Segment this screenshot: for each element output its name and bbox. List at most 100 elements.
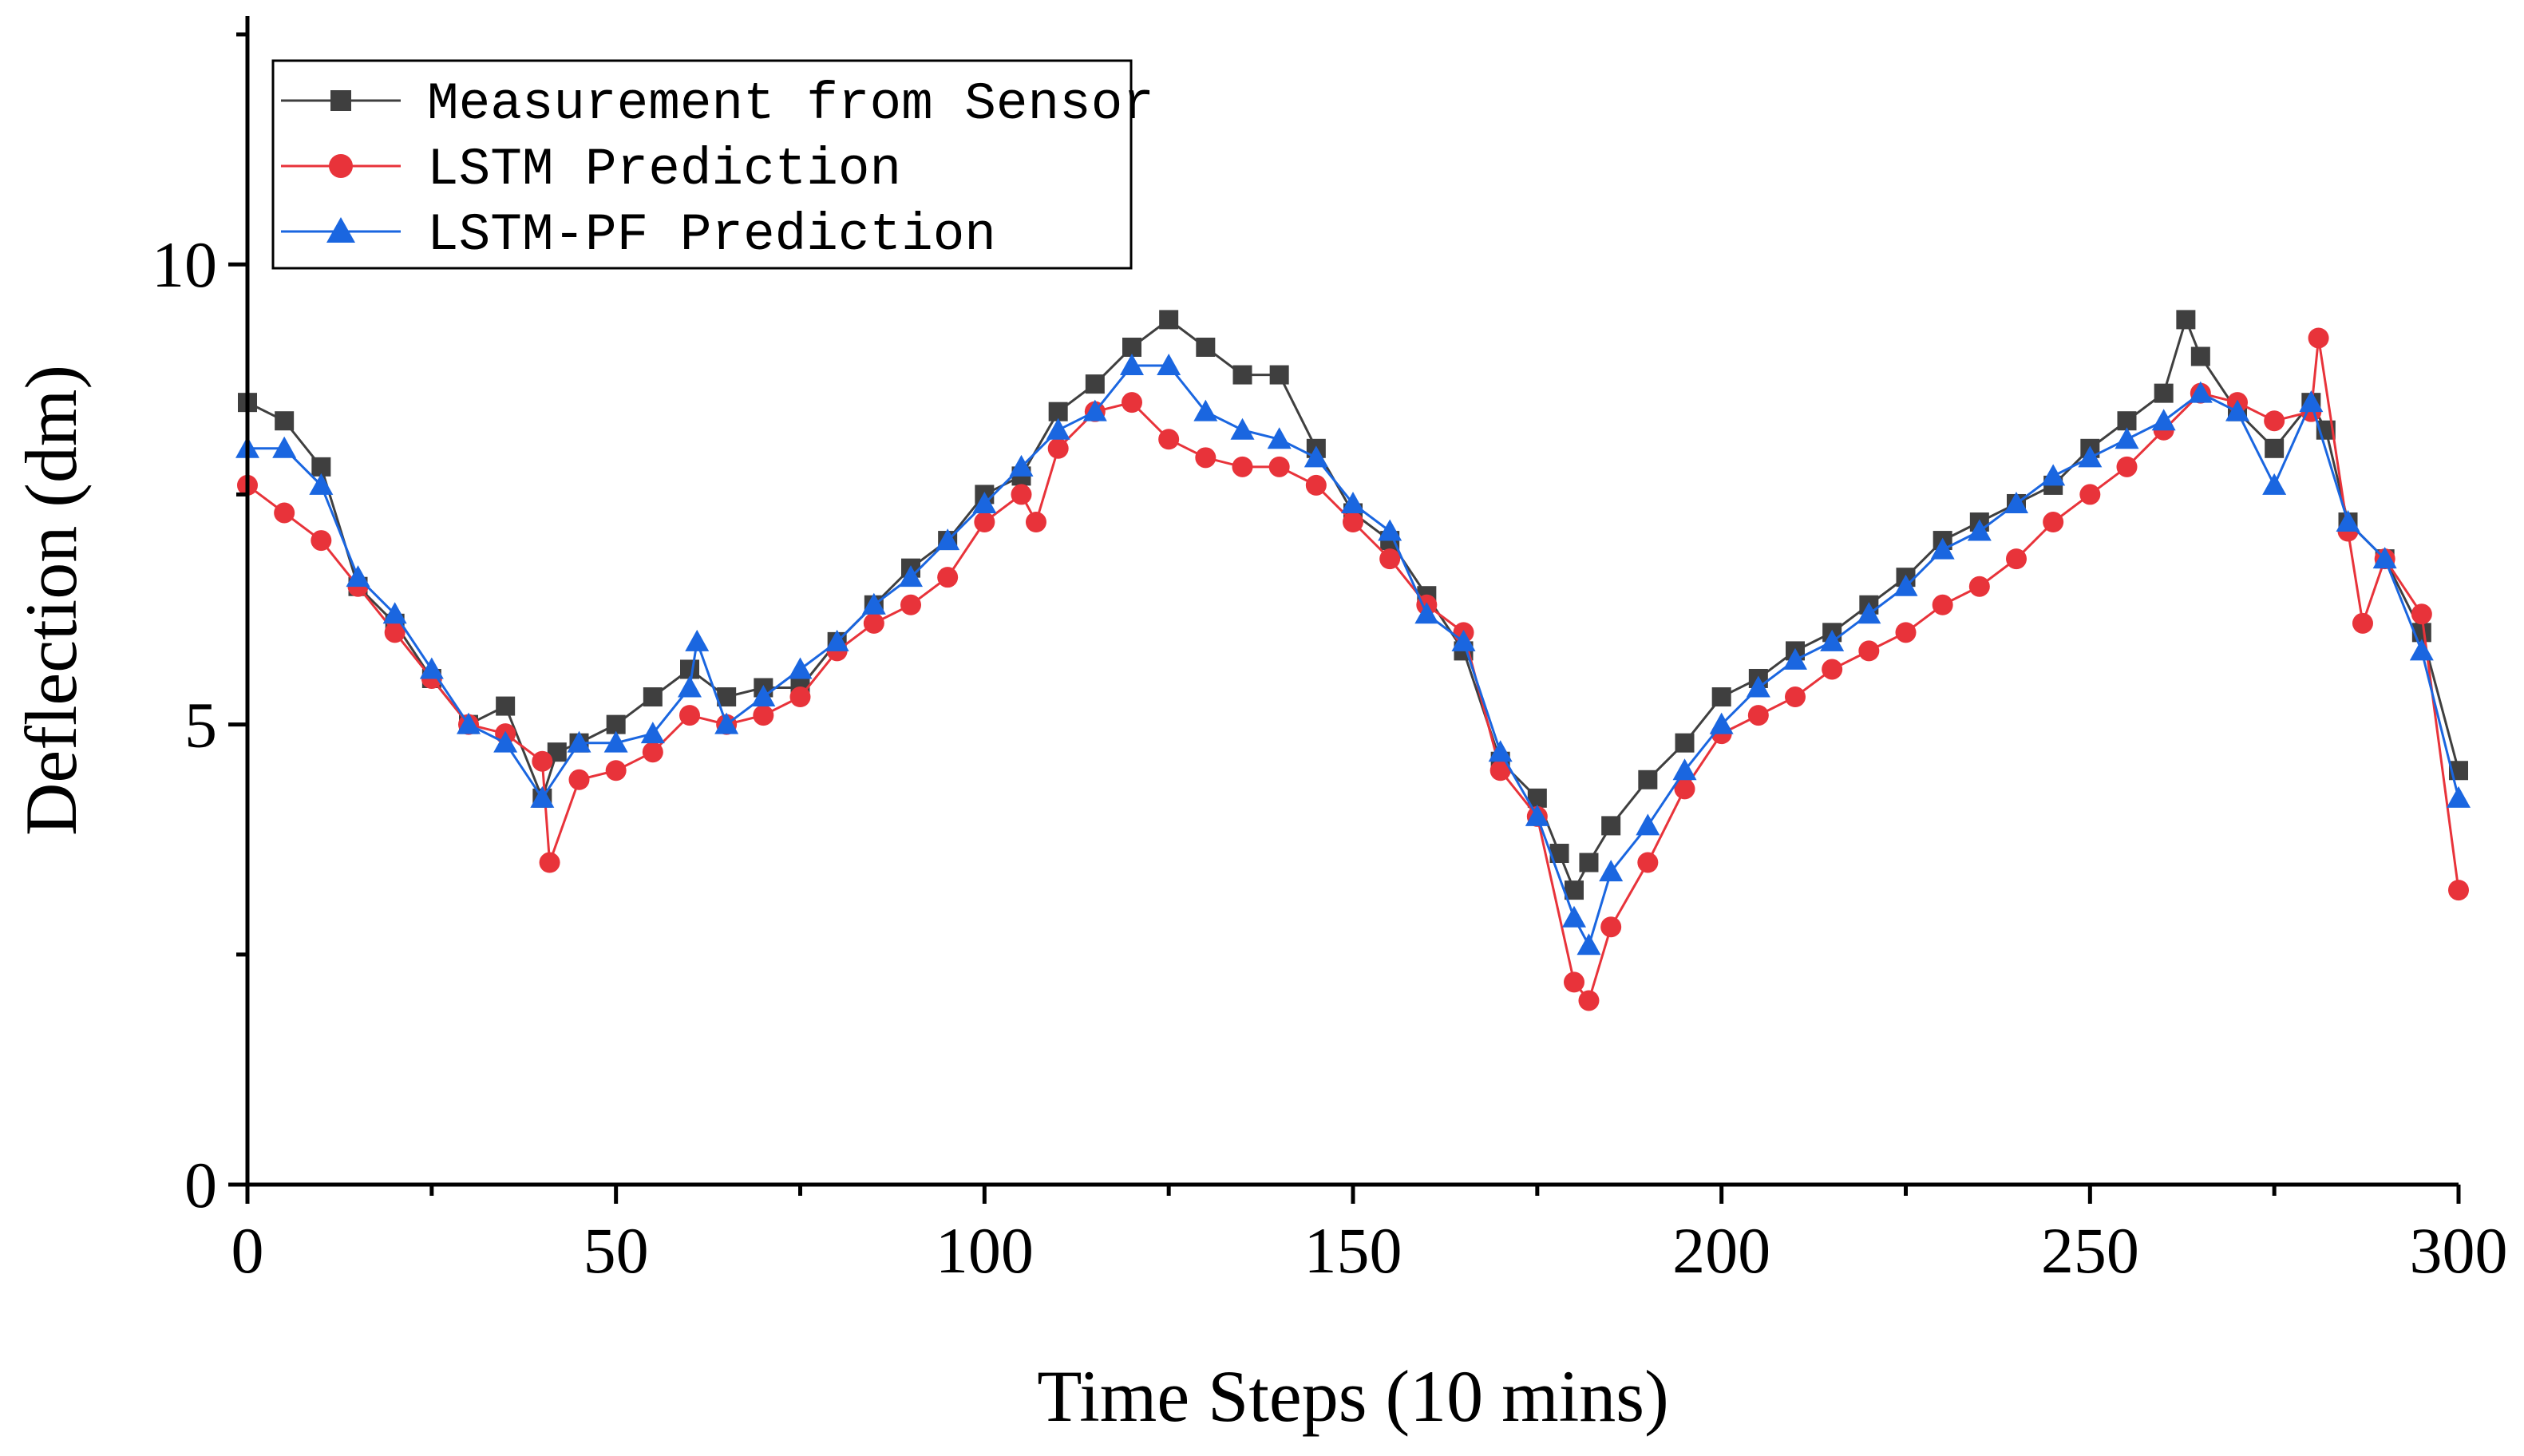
- data-point-lstm-pf: [861, 592, 886, 615]
- data-point-lstm-pf: [936, 528, 960, 551]
- data-point-lstm-pf: [1414, 602, 1439, 624]
- data-point-lstm: [1747, 705, 1769, 726]
- data-point-lstm-pf: [2188, 381, 2213, 403]
- data-point-measurement: [2117, 411, 2137, 431]
- data-point-lstm: [1195, 447, 1217, 469]
- data-point-measurement: [1601, 816, 1621, 836]
- data-point-lstm-pf: [825, 629, 849, 651]
- series-lstm-pf: [235, 354, 2471, 956]
- data-point-lstm-pf: [2299, 390, 2324, 413]
- data-point-lstm-pf: [382, 602, 407, 624]
- data-point-measurement: [275, 411, 295, 431]
- data-point-lstm-pf: [788, 657, 813, 679]
- data-point-lstm: [1011, 484, 1032, 505]
- legend-marker-measurement: [330, 90, 351, 111]
- data-point-lstm-pf: [567, 730, 591, 753]
- data-point-lstm-pf: [1378, 519, 1402, 541]
- data-point-measurement: [680, 659, 699, 679]
- data-point-lstm: [1268, 456, 1290, 477]
- data-point-lstm-pf: [1893, 574, 1918, 596]
- data-point-lstm-pf: [1930, 537, 1955, 560]
- data-point-measurement: [2190, 346, 2210, 366]
- x-ticks: 0 50 100 150 200 250 300: [231, 1185, 2508, 1287]
- data-point-lstm: [1379, 548, 1401, 570]
- data-point-measurement: [2265, 438, 2285, 458]
- x-tick-label: 0: [231, 1214, 264, 1287]
- data-point-measurement: [2154, 383, 2174, 403]
- x-tick-label: 300: [2410, 1214, 2508, 1287]
- legend-marker-lstm: [329, 154, 353, 178]
- data-point-lstm-pf: [678, 675, 702, 698]
- series-measurement: [238, 310, 2468, 900]
- data-point-lstm-pf: [2078, 445, 2103, 468]
- data-point-lstm: [2264, 410, 2285, 432]
- data-point-lstm-pf: [2041, 464, 2066, 486]
- data-point-lstm-pf: [751, 685, 776, 707]
- data-point-measurement: [606, 714, 626, 734]
- data-point-measurement: [1579, 853, 1599, 872]
- data-point-lstm-pf: [1820, 629, 1845, 651]
- data-point-lstm: [1343, 512, 1363, 533]
- plot-area: [235, 310, 2471, 1011]
- x-tick-label: 100: [936, 1214, 1034, 1287]
- data-point-measurement: [1159, 310, 1179, 330]
- data-point-lstm-pf: [346, 565, 370, 588]
- data-point-lstm: [789, 686, 811, 708]
- data-point-lstm-pf: [1230, 417, 1255, 440]
- data-point-lstm-pf: [1599, 860, 1624, 882]
- data-point-lstm: [1025, 512, 1046, 533]
- data-point-lstm: [568, 769, 590, 790]
- data-point-lstm-pf: [1967, 519, 1992, 541]
- series-line-measurement: [247, 315, 2460, 893]
- data-point-lstm: [2352, 612, 2373, 634]
- data-point-lstm: [1858, 640, 1880, 662]
- y-tick-label: 5: [184, 689, 217, 762]
- x-axis-title: Time Steps (10 mins): [1037, 1355, 1668, 1437]
- data-point-measurement: [1122, 337, 1141, 357]
- data-point-lstm: [1232, 456, 1253, 477]
- data-point-lstm: [2308, 327, 2329, 349]
- data-point-lstm-pf: [714, 712, 739, 734]
- data-point-lstm-pf: [1120, 354, 1144, 376]
- data-point-measurement: [1196, 337, 1216, 357]
- data-point-lstm: [539, 852, 560, 873]
- data-point-measurement: [1232, 365, 1252, 385]
- data-point-lstm-pf: [1488, 740, 1513, 762]
- data-point-measurement: [1085, 374, 1105, 394]
- data-point-lstm: [642, 742, 663, 763]
- data-point-lstm: [2116, 456, 2138, 477]
- data-point-lstm-pf: [972, 491, 997, 513]
- data-point-lstm-pf: [1783, 647, 1807, 670]
- data-point-lstm-pf: [1709, 712, 1734, 734]
- data-point-lstm-pf: [457, 712, 481, 734]
- data-point-lstm-pf: [2151, 409, 2176, 431]
- data-point-lstm: [532, 750, 553, 772]
- data-point-lstm-pf: [2004, 491, 2028, 513]
- x-tick-label: 250: [2041, 1214, 2139, 1287]
- x-tick-label: 150: [1304, 1214, 1402, 1287]
- data-point-lstm-pf: [1267, 427, 1292, 449]
- data-point-lstm-pf: [2409, 639, 2434, 661]
- data-point-lstm-pf: [2447, 785, 2471, 808]
- data-point-lstm: [753, 705, 774, 726]
- data-point-lstm: [311, 530, 332, 552]
- x-tick-label: 200: [1672, 1214, 1770, 1287]
- y-axis-title: Deflection (dm): [10, 365, 92, 836]
- legend-marker-lstm-pf: [326, 217, 355, 243]
- data-point-lstm: [1785, 686, 1806, 708]
- data-point-lstm-pf: [899, 565, 923, 588]
- legend-label-lstm-pf: LSTM-PF Prediction: [427, 205, 996, 265]
- data-point-measurement: [496, 696, 516, 716]
- legend-item-lstm-pf: LSTM-PF Prediction: [281, 205, 996, 265]
- data-point-lstm: [1600, 916, 1622, 938]
- data-point-lstm-pf: [1636, 813, 1660, 836]
- data-point-lstm: [1578, 990, 1600, 1011]
- data-point-lstm-pf: [1193, 399, 1218, 421]
- data-point-measurement: [1269, 365, 1289, 385]
- data-point-lstm: [274, 502, 295, 524]
- data-point-lstm-pf: [1577, 933, 1601, 956]
- data-point-lstm-pf: [1157, 354, 1181, 376]
- legend-label-lstm: LSTM Prediction: [427, 140, 901, 200]
- data-point-lstm: [605, 760, 627, 781]
- data-point-lstm: [679, 705, 700, 726]
